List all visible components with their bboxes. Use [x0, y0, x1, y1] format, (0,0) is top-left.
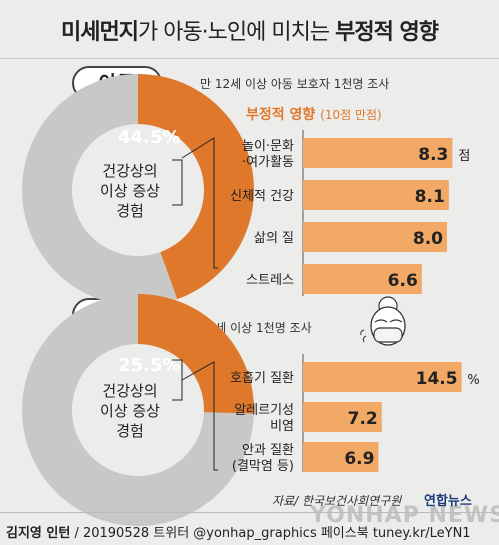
bar [303, 442, 379, 472]
donut-center-text: 건강상의 [102, 382, 157, 400]
bar [303, 222, 447, 252]
yonhap-logo: 연합뉴스 [424, 494, 472, 509]
credit-rest: / 20190528 트위터 @yonhap_graphics 페이스북 tun… [70, 526, 471, 541]
bar-category-label: 신체적 건강 [230, 189, 294, 204]
donut-highlight-slice [138, 74, 254, 300]
bar-category-label: 삶의 질 [254, 231, 294, 246]
donut-center-text: 이상 증상 [100, 402, 160, 420]
elder-survey-note: 65세 이상 1천명 조사 [200, 321, 312, 335]
bracket-line [181, 137, 218, 269]
neg-title-sub: (10점 만점) [320, 108, 382, 122]
bar-value-label: 14.5 [416, 369, 458, 389]
bar-category-label: 놀이·문화 [242, 139, 294, 154]
bar [303, 180, 449, 210]
bar [303, 138, 453, 168]
bar-value-label: 6.6 [388, 271, 418, 291]
bar-category-label: 호흡기 질환 [230, 371, 294, 386]
bar-value-label: 8.3 [418, 145, 448, 165]
bar-category-label: 알레르기성 [234, 403, 294, 418]
bar [303, 402, 382, 432]
donut-center-text: 경험 [116, 202, 144, 220]
donut-leader-line [172, 159, 183, 206]
neg-title-text: 부정적 영향 [246, 107, 316, 123]
title-part3: 부정적 영향 [335, 20, 439, 45]
watermark: YONHAP NEWS [310, 503, 499, 528]
bar-category-label: ·여가활동 [242, 155, 294, 170]
footer-divider [0, 512, 499, 513]
bar-category-label: 스트레스 [246, 273, 294, 288]
donut-percent-label: 44.5% [118, 127, 180, 148]
bar-value-label: 8.0 [413, 229, 443, 249]
bar-category-label: (결막염 등) [232, 459, 294, 474]
donut-center-text: 경험 [116, 422, 144, 440]
bar-unit-label: 점 [458, 149, 470, 164]
bar-category-label: 비염 [270, 419, 294, 434]
bracket-line [181, 361, 218, 471]
bar [303, 362, 462, 392]
source-note: 자료/ 한국보건사회연구원 [272, 494, 402, 508]
donut-center-text: 이상 증상 [100, 182, 160, 200]
title-divider [0, 58, 499, 59]
bar-value-label: 8.1 [415, 187, 445, 207]
donut-percent-label: 25.5% [118, 355, 180, 376]
bar-value-label: 6.9 [344, 449, 374, 469]
child-survey-note: 만 12세 이상 아동 보호자 1천명 조사 [200, 77, 390, 91]
bar [303, 264, 422, 294]
negative-effect-title: 부정적 영향 (10점 만점) [246, 104, 382, 124]
donut-highlight-slice [138, 294, 254, 414]
elder-mask-illustration [360, 296, 406, 346]
bar-category-label: 안과 질환 [242, 443, 294, 458]
credit-line: 김지영 인턴 / 20190528 트위터 @yonhap_graphics 페… [6, 522, 471, 541]
credit-name: 김지영 인턴 [6, 526, 71, 541]
bar-unit-label: % [467, 373, 479, 388]
bar-value-label: 7.2 [348, 409, 378, 429]
page-title: 미세먼지가 아동·노인에 미치는 부정적 영향 [0, 14, 499, 46]
donut-center-text: 건강상의 [102, 162, 157, 180]
title-part2: 가 아동·노인에 미치는 [137, 20, 336, 45]
title-part1: 미세먼지 [61, 20, 139, 45]
